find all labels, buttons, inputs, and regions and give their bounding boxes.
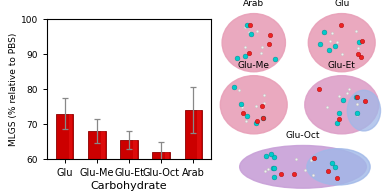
Bar bbox=[56, 114, 74, 159]
Bar bbox=[133, 140, 137, 159]
Text: Glu-Oct: Glu-Oct bbox=[286, 131, 320, 140]
Ellipse shape bbox=[307, 149, 370, 185]
Bar bbox=[88, 131, 106, 159]
Text: Glu-Me: Glu-Me bbox=[238, 61, 270, 70]
Ellipse shape bbox=[222, 14, 285, 72]
Bar bbox=[165, 152, 169, 159]
Bar bbox=[101, 131, 105, 159]
Ellipse shape bbox=[347, 90, 380, 131]
Bar bbox=[185, 110, 202, 159]
Ellipse shape bbox=[240, 146, 366, 188]
Ellipse shape bbox=[305, 76, 378, 134]
Text: Arab: Arab bbox=[243, 0, 264, 8]
Text: Glu: Glu bbox=[334, 0, 350, 8]
Bar bbox=[120, 140, 138, 159]
Text: Glu-Et: Glu-Et bbox=[328, 61, 356, 70]
Bar bbox=[197, 110, 201, 159]
Y-axis label: MLGS (% relative to PBS): MLGS (% relative to PBS) bbox=[9, 33, 18, 146]
Ellipse shape bbox=[221, 76, 287, 134]
Bar bbox=[152, 152, 170, 159]
X-axis label: Carbohydrate: Carbohydrate bbox=[91, 181, 167, 191]
Bar bbox=[68, 114, 72, 159]
Ellipse shape bbox=[308, 14, 375, 72]
